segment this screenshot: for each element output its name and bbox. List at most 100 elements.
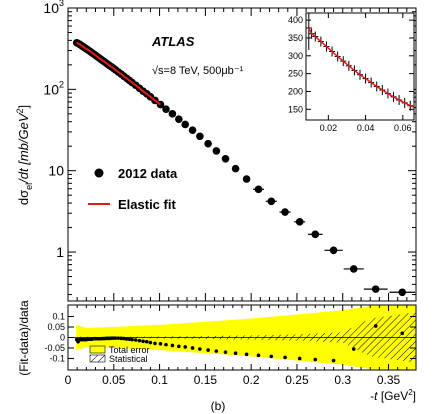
ratio-data-point: [141, 339, 145, 344]
main-data-point: [329, 246, 338, 255]
main-data-point: [281, 208, 289, 216]
main-x-ticks: [67, 8, 417, 301]
energy-label: √s=8 TeV, 500μb⁻¹: [152, 65, 244, 77]
legend-statistical-swatch: [89, 354, 106, 363]
ratio-data-point: [122, 336, 126, 341]
inset-y-tick-label: 250: [288, 69, 303, 79]
ratio-data-point: [331, 358, 336, 363]
main-data-point: [204, 139, 212, 148]
inset-y-tick-label: 150: [288, 104, 303, 114]
inset-x-tick-label: 0.04: [357, 123, 375, 133]
main-data-point: [175, 115, 183, 123]
inset-y-tick-label: 350: [288, 33, 303, 43]
ratio-data-point: [283, 355, 287, 360]
ratio-data-point: [198, 347, 202, 351]
ratio-data-point: [119, 336, 123, 341]
main-data-point: [371, 285, 380, 293]
ratio-data-point: [183, 345, 188, 349]
main-data-point: [267, 197, 276, 206]
main-y-tick-label: 102: [43, 79, 64, 97]
inset-y-tick-label: 200: [288, 86, 303, 96]
ratio-data-point: [113, 336, 118, 340]
main-data-point: [168, 110, 177, 118]
legend-data-marker: [94, 168, 104, 178]
inset-x-tick-label: 0.06: [394, 123, 412, 133]
ratio-data-point: [158, 341, 163, 346]
ratio-data-point: [233, 351, 238, 356]
ratio-x-tick-label: 0.35: [377, 373, 401, 387]
main-data-point: [221, 154, 230, 163]
main-data-point: [188, 126, 197, 134]
main-data-point: [162, 105, 170, 114]
main-data-point: [231, 164, 240, 173]
ratio-data-point: [256, 353, 261, 358]
ratio-x-tick-label: 0.1: [151, 373, 168, 387]
ratio-y-axis-label: (Fit-data)/data: [17, 300, 31, 376]
main-y-tick-label: 1: [56, 244, 64, 260]
ratio-data-point: [297, 356, 302, 361]
ratio-y-tick-label: -0.05: [44, 343, 65, 353]
main-data-point: [311, 230, 320, 239]
main-data-point: [254, 185, 263, 194]
ratio-data-point: [400, 331, 405, 336]
ratio-data-point: [313, 357, 318, 362]
legend-total-error-swatch: [89, 345, 106, 354]
ratio-x-tick-label: 0.25: [285, 373, 309, 387]
main-data-point: [196, 132, 204, 141]
inset-plot-frame: [305, 12, 415, 121]
main-data-point: [295, 218, 304, 226]
ratio-data-points: [74, 324, 405, 363]
main-data-point: [349, 265, 358, 273]
main-y-axis-label: dσel/dt [mb/GeV2]: [15, 105, 34, 205]
ratio-y-tick-label: 0: [60, 333, 65, 343]
ratio-data-point: [223, 350, 228, 354]
inset-ticks: 0.02 0.04 0.06 150 200 250 300 350 400: [288, 13, 414, 133]
ratio-data-point: [170, 343, 175, 348]
ratio-data-point: [124, 337, 129, 341]
ratio-x-tick-label: 0.3: [334, 373, 351, 387]
ratio-data-point: [127, 337, 132, 341]
main-data-point: [181, 120, 190, 129]
figure-caption: (b): [211, 399, 226, 413]
ratio-x-tick-label: 0.2: [243, 373, 260, 387]
main-y-tick-label: 103: [43, 0, 64, 16]
legend-total-error-label: Total error: [109, 345, 150, 355]
ratio-x-tick-label: 0: [65, 373, 72, 387]
main-y-ticks: 1 10 102 103: [43, 0, 416, 296]
atlas-label: ATLAS: [151, 34, 195, 49]
main-y-tick-label: 10: [48, 163, 64, 179]
ratio-data-point: [351, 347, 356, 351]
inset-y-tick-label: 400: [288, 15, 303, 25]
ratio-data-point: [137, 338, 142, 343]
inset-y-tick-label: 300: [288, 51, 303, 61]
ratio-data-point: [153, 341, 157, 346]
ratio-data-point: [148, 340, 153, 345]
ratio-x-tick-label: 0.15: [194, 373, 218, 387]
ratio-x-tick-label: 0.05: [102, 373, 126, 387]
ratio-y-tick-label: 0.1: [52, 312, 65, 322]
ratio-data-point: [206, 348, 210, 352]
ratio-y-tick-label: 0.05: [47, 322, 65, 332]
main-data-point: [212, 147, 221, 155]
ratio-data-point: [190, 346, 195, 350]
ratio-ticks: 0 0.05 0.1 0.15 0.2 0.25 0.3 0.350.10.050-0.05-…: [44, 305, 417, 387]
ratio-data-point: [373, 324, 378, 328]
x-axis-label: -t [GeV2]: [370, 388, 416, 403]
inset-x-tick-label: 0.02: [320, 123, 338, 133]
main-data-point: [398, 288, 407, 297]
ratio-data-point: [133, 338, 138, 342]
ratio-data-point: [164, 342, 168, 347]
legend-fit-label: Elastic fit: [118, 197, 176, 212]
ratio-data-point: [116, 336, 121, 340]
inset-elastic-fit-line: [308, 27, 414, 108]
main-data-point: [242, 175, 251, 183]
ratio-data-point: [214, 349, 219, 353]
ratio-y-tick-label: -0.1: [49, 353, 65, 363]
main-elastic-fit-line: [76, 41, 162, 106]
ratio-data-point: [177, 344, 181, 349]
ratio-data-point: [269, 354, 274, 359]
ratio-data-point: [244, 352, 249, 357]
legend-data-label: 2012 data: [118, 166, 178, 181]
